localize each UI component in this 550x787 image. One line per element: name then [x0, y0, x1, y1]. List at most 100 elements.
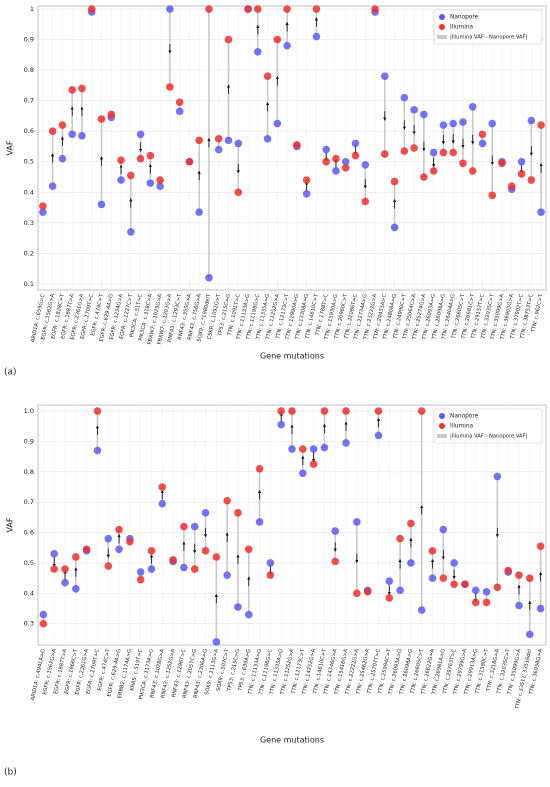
illumina-dot [410, 144, 418, 152]
nanopore-dot [320, 443, 329, 452]
nanopore-dot [353, 518, 361, 526]
illumina-dot [312, 5, 321, 13]
illumina-dot [400, 147, 409, 155]
illumina-dot [273, 35, 282, 44]
nanopore-dot [61, 578, 69, 587]
nanopore-dot [322, 145, 330, 154]
illumina-dot [104, 562, 113, 570]
illumina-dot [482, 598, 491, 607]
nanopore-dot [439, 525, 448, 534]
nanopore-dot [331, 527, 340, 535]
illumina-dot [299, 445, 307, 453]
illumina-dot [39, 619, 48, 628]
illumina-dot [493, 583, 502, 592]
nanopore-dot [400, 93, 409, 102]
nanopore-dot [273, 119, 282, 128]
illumina-dot [136, 575, 145, 584]
nanopore-dot [146, 179, 155, 187]
illumina-dot [50, 565, 59, 573]
nanopore-dot [374, 431, 383, 440]
illumina-dot [390, 177, 399, 186]
legend-marker [437, 434, 447, 438]
plot-area [37, 5, 547, 291]
nanopore-dot [429, 148, 438, 157]
y-axis-label: VAF [6, 517, 15, 532]
nanopore-dot [288, 445, 296, 453]
illumina-dot [93, 407, 102, 415]
nanopore-dot [417, 606, 426, 614]
nanopore-dot [471, 586, 480, 595]
nanopore-dot [517, 157, 526, 166]
illumina-dot [508, 182, 516, 190]
illumina-dot [61, 565, 69, 573]
illumina-dot [72, 553, 80, 561]
nanopore-dot [234, 139, 243, 148]
legend-marker [439, 24, 445, 30]
illumina-dot [266, 571, 275, 579]
illumina-dot [396, 534, 404, 543]
y-tick-label: 0.3 [24, 620, 34, 628]
nanopore-dot [156, 182, 164, 190]
legend-marker [437, 35, 447, 39]
nanopore-dot [244, 610, 253, 619]
nanopore-dot [351, 139, 360, 148]
illumina-dot [353, 589, 361, 598]
nanopore-dot [50, 550, 59, 558]
illumina-dot [39, 202, 47, 210]
illumina-dot [459, 159, 467, 168]
x-axis-label: Gene mutations [260, 736, 324, 745]
panel-label: (a) [4, 368, 17, 378]
nanopore-dot [136, 130, 145, 139]
y-tick-label: 0.6 [24, 127, 34, 135]
y-axis-label: VAF [6, 140, 15, 155]
nanopore-dot [72, 584, 80, 593]
nanopore-dot [223, 571, 231, 579]
illumina-dot [385, 594, 394, 602]
nanopore-dot [78, 131, 86, 140]
illumina-dot [537, 121, 545, 129]
illumina-dot [126, 537, 134, 546]
nanopore-dot [525, 630, 534, 639]
illumina-dot [525, 574, 534, 582]
illumina-dot [166, 83, 174, 91]
y-tick-label: 0.5 [24, 158, 34, 166]
nanopore-dot [180, 563, 188, 572]
nanopore-dot [214, 145, 223, 154]
nanopore-dot [396, 586, 404, 595]
panel-label: (b) [4, 768, 17, 778]
illumina-dot [449, 148, 457, 157]
nanopore-dot [115, 545, 123, 554]
nanopore-dot [212, 638, 221, 646]
nanopore-dot [255, 518, 264, 526]
y-tick-label: 0.9 [24, 36, 34, 44]
nanopore-dot [449, 119, 457, 128]
nanopore-dot [97, 200, 106, 209]
nanopore-dot [158, 499, 167, 508]
illumina-dot [361, 197, 370, 206]
illumina-dot [224, 35, 233, 44]
nanopore-dot [136, 568, 145, 576]
illumina-dot [439, 148, 448, 157]
nanopore-dot [488, 119, 497, 128]
nanopore-dot [58, 154, 67, 163]
illumina-dot [254, 5, 262, 13]
nanopore-dot [342, 439, 350, 447]
y-tick-label: 0.6 [24, 529, 34, 537]
illumina-dot [214, 135, 223, 143]
illumina-dot [185, 157, 194, 166]
illumina-dot [374, 407, 383, 415]
legend-box [433, 9, 543, 45]
illumina-dot [536, 542, 545, 551]
illumina-dot [332, 154, 340, 163]
nanopore-dot [478, 139, 487, 148]
illumina-dot [351, 151, 360, 160]
nanopore-dot [224, 136, 233, 145]
illumina-dot [234, 509, 242, 517]
illumina-dot [147, 547, 156, 555]
nanopore-dot [332, 167, 340, 175]
nanopore-dot [420, 110, 428, 119]
illumina-dot [417, 407, 426, 415]
y-tick-label: 0.8 [24, 66, 34, 74]
nanopore-dot [127, 228, 135, 236]
